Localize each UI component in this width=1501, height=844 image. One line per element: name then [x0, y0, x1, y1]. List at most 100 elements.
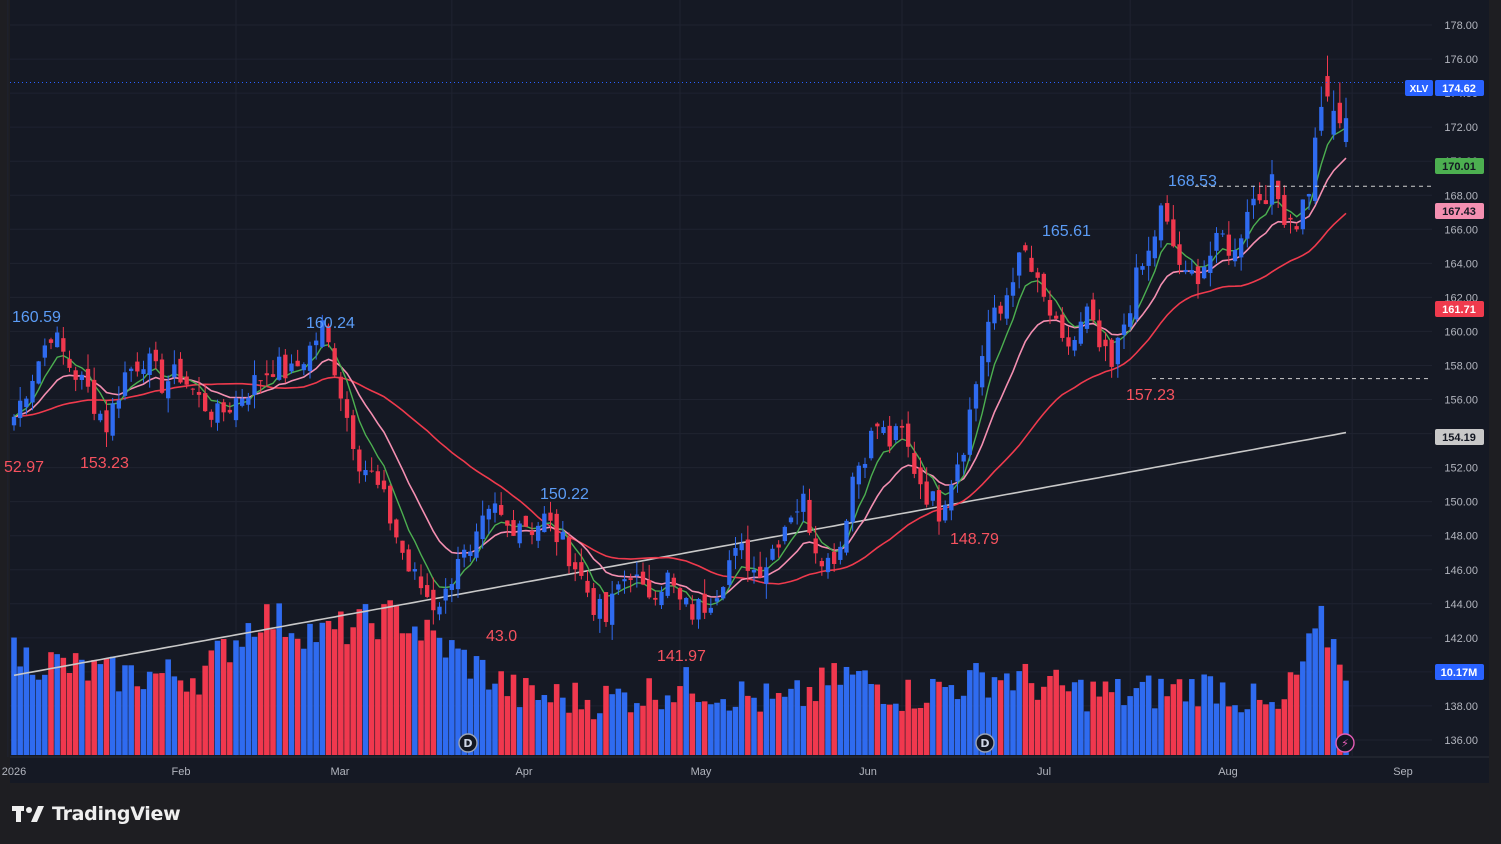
tradingview-brand[interactable]: TradingView [12, 800, 181, 828]
volume-bar [42, 674, 48, 755]
dividend-icon [458, 733, 478, 753]
volume-bar [1071, 682, 1078, 755]
candle-body [147, 353, 152, 375]
time-tick-label: Jul [1037, 766, 1051, 778]
candle-body [141, 369, 146, 374]
candle [813, 525, 818, 564]
volume-bar [1337, 664, 1343, 755]
candle [850, 472, 855, 532]
candle [92, 367, 97, 421]
candle-body [887, 425, 892, 447]
volume-bar [344, 644, 350, 755]
candle-body [1054, 315, 1059, 319]
volume-bar [1269, 702, 1275, 755]
candle [708, 598, 713, 616]
volume-bar [899, 710, 905, 755]
volume-bar [769, 698, 776, 755]
candle [147, 347, 152, 388]
volume-bar [282, 636, 289, 755]
candle [961, 452, 966, 475]
candle [326, 323, 331, 348]
volume-bar [1300, 661, 1306, 755]
candle [881, 420, 886, 435]
candle [887, 416, 892, 454]
candle-body [795, 511, 800, 513]
candle [1060, 307, 1065, 342]
volume-bar [751, 697, 757, 755]
volume-bar [387, 600, 393, 755]
candle [1220, 229, 1225, 238]
earnings-marker: ⚡ [1335, 733, 1355, 753]
candle [227, 402, 232, 414]
volume-bar [714, 702, 720, 755]
candle-body [240, 398, 245, 406]
price-annotation-high: 160.59 [12, 309, 61, 326]
candlestick-chart[interactable]: 136.00138.00140.00142.00144.00146.00148.… [0, 0, 1501, 790]
candle [1202, 260, 1207, 280]
candle-body [758, 566, 763, 578]
candle-body [1214, 232, 1219, 251]
candle-body [351, 415, 356, 449]
price-badge [1435, 301, 1484, 317]
candle-body [684, 597, 689, 605]
volume-bar [923, 702, 930, 755]
candle-body [246, 397, 251, 405]
candle [196, 377, 202, 408]
volume-bar [1219, 682, 1226, 755]
volume-bar [153, 673, 159, 755]
volume-bar [664, 695, 671, 755]
candle [973, 381, 979, 422]
candle [1294, 222, 1299, 232]
volume-bar [757, 711, 763, 755]
candle [338, 371, 343, 412]
volume-bar [362, 604, 369, 755]
candle [1097, 309, 1102, 352]
candle [566, 532, 572, 574]
volume-bar [288, 633, 295, 755]
candle-body [455, 558, 461, 590]
candle [1214, 227, 1219, 263]
candle-body [739, 543, 744, 551]
candle [1134, 254, 1139, 323]
candle-body [1189, 270, 1194, 274]
candle-body [770, 548, 775, 560]
candle [1078, 312, 1083, 346]
volume-bar [745, 695, 751, 755]
candle-body [153, 349, 158, 362]
candle [1232, 238, 1238, 267]
candle-body [998, 305, 1003, 314]
candle-body [1306, 194, 1312, 197]
candle [1171, 205, 1176, 248]
volume-bar [1022, 663, 1029, 755]
volume-bar [1152, 708, 1158, 755]
volume-bar [85, 680, 91, 755]
candle-body [301, 364, 306, 371]
volume-bar [270, 629, 276, 755]
candle-body [221, 402, 226, 413]
candle-body [1171, 219, 1176, 247]
candle-body [79, 374, 84, 380]
price-tick-label: 150.00 [1444, 497, 1478, 509]
price-tick-label: 168.00 [1444, 190, 1478, 202]
price-scale-area [1432, 0, 1489, 757]
price-annotation-high: 165.61 [1042, 223, 1091, 240]
volume-bar [1330, 639, 1337, 755]
volume-bar [516, 707, 523, 755]
candle [1041, 272, 1046, 302]
volume-bar [233, 640, 239, 755]
candle-body [573, 562, 578, 570]
candle-body [67, 358, 72, 368]
volume-bar [418, 640, 424, 755]
candle [912, 441, 917, 479]
candle [61, 327, 66, 365]
candle [1165, 195, 1170, 225]
volume-bar [677, 686, 683, 755]
candle-body [135, 361, 140, 372]
volume-bar [831, 663, 837, 755]
volume-bar [553, 684, 560, 755]
candle-body [295, 360, 300, 367]
candle-body [1072, 340, 1077, 351]
candle [647, 564, 652, 600]
volume-bar [239, 646, 245, 755]
volume-bar [1145, 675, 1152, 755]
